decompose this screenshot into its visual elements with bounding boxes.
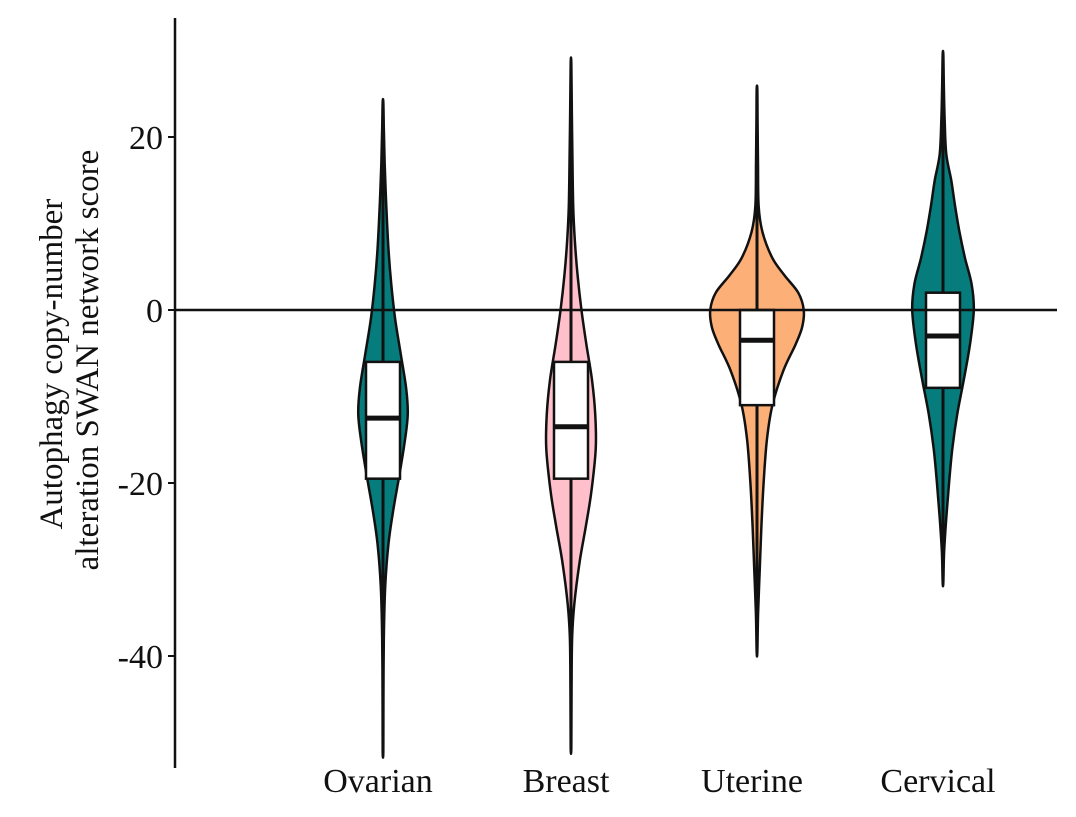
- box-iqr: [552, 360, 590, 480]
- y-tick-label: 0: [146, 293, 163, 330]
- y-axis-title: Autophagy copy-number alteration SWAN ne…: [34, 150, 106, 571]
- y-axis-title-line-1: Autophagy copy-number: [34, 199, 70, 530]
- violin-uterine: [708, 84, 806, 658]
- y-ticks: 20 0 -20 -40: [118, 120, 175, 676]
- box-iqr: [738, 308, 776, 407]
- y-tick-label: 20: [129, 120, 163, 157]
- y-axis-title-line-2: alteration SWAN network score: [70, 150, 106, 571]
- violin-ovarian: [356, 97, 410, 759]
- y-tick-label: -40: [118, 639, 163, 676]
- y-tick-label: -20: [118, 466, 163, 503]
- x-tick-label-uterine: Uterine: [701, 763, 803, 800]
- violins-layer: [356, 49, 976, 759]
- x-tick-label-ovarian: Ovarian: [323, 763, 433, 800]
- violin-cervical: [910, 49, 976, 588]
- x-tick-labels: Ovarian Breast Uterine Cervical: [323, 763, 995, 800]
- box-iqr: [924, 291, 962, 390]
- x-tick-label-cervical: Cervical: [880, 763, 995, 800]
- violin-breast: [544, 56, 598, 756]
- x-tick-label-breast: Breast: [523, 763, 610, 800]
